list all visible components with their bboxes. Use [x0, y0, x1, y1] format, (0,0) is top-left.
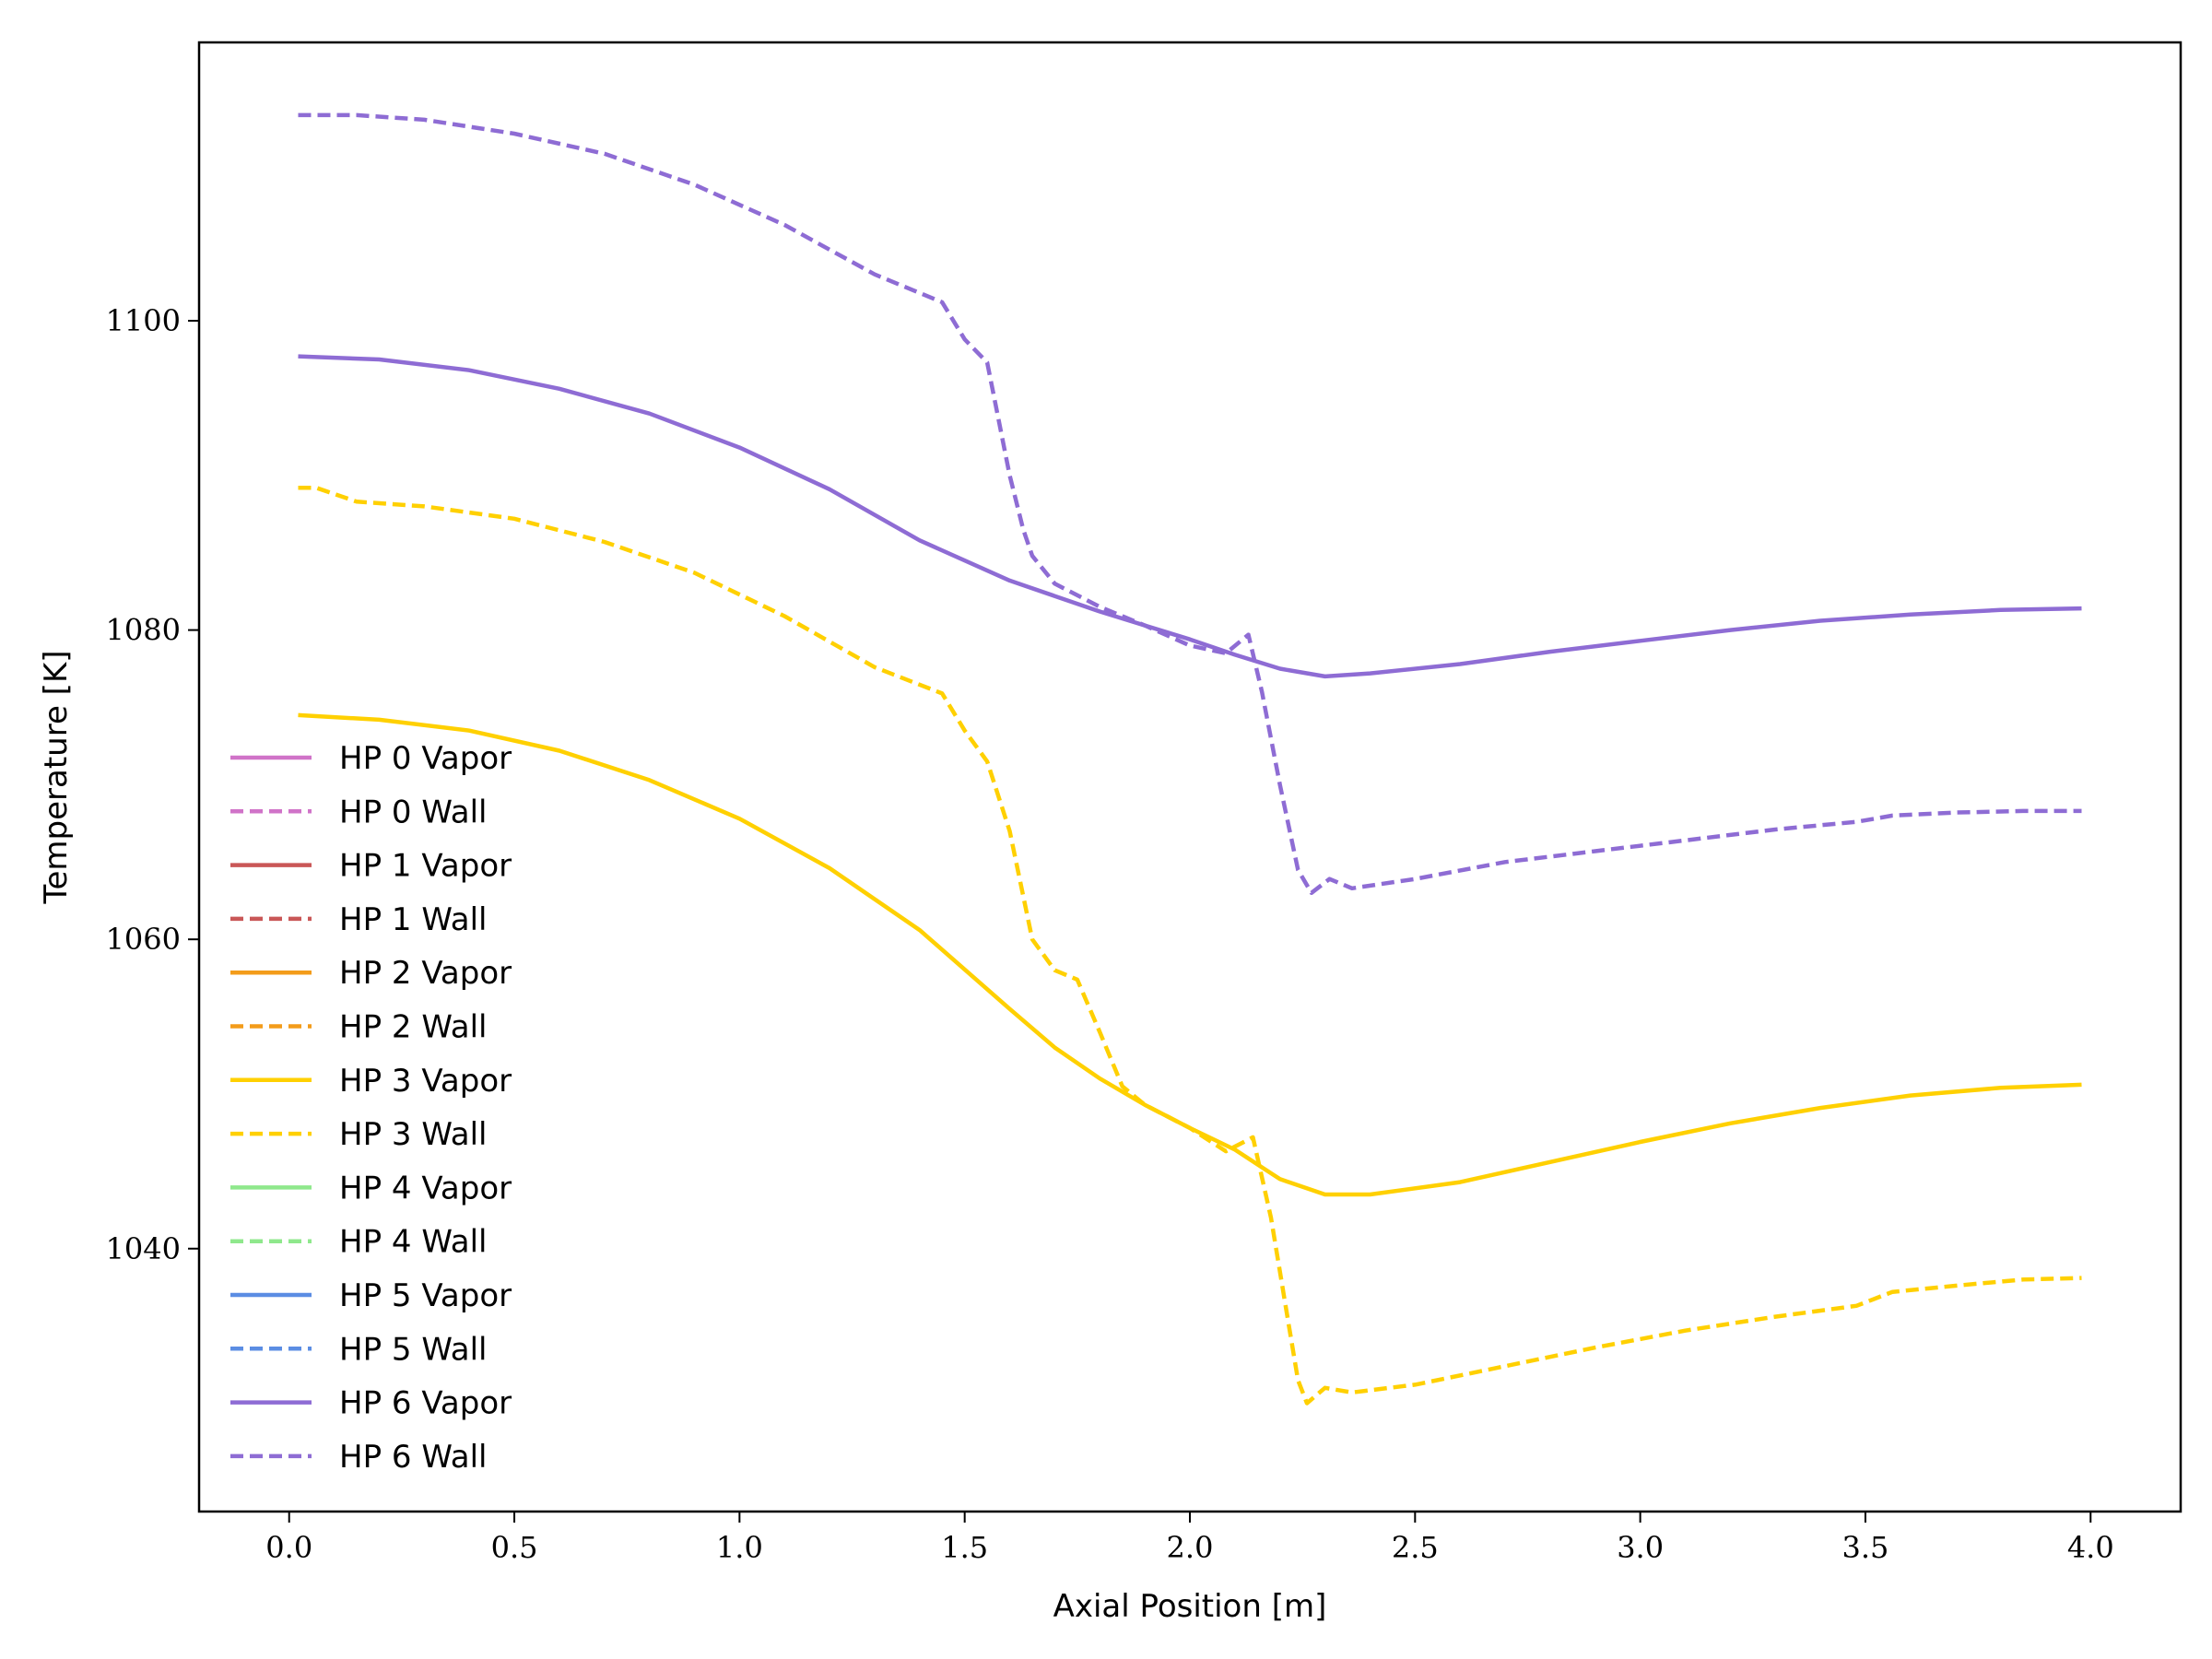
- legend-label: HP 6 Vapor: [339, 1385, 512, 1422]
- legend-item: HP 4 Wall: [230, 1224, 488, 1261]
- y-tick-label: 1100: [106, 303, 181, 338]
- x-tick-label: 3.5: [1842, 1530, 1889, 1565]
- x-tick-label: 4.0: [2067, 1530, 2114, 1565]
- legend-item: HP 2 Wall: [230, 1009, 488, 1046]
- legend-label: HP 0 Wall: [339, 794, 488, 830]
- legend-item: HP 1 Vapor: [230, 848, 512, 885]
- series-line-13: [298, 112, 2082, 896]
- series-line-7: [298, 485, 2082, 1406]
- legend-label: HP 1 Wall: [339, 901, 488, 938]
- legend-label: HP 5 Wall: [339, 1331, 488, 1368]
- legend-item: HP 6 Wall: [230, 1439, 488, 1476]
- legend-label: HP 5 Vapor: [339, 1277, 512, 1314]
- y-axis-label: Temperature [K]: [38, 650, 75, 904]
- legend-item: HP 4 Vapor: [230, 1170, 512, 1206]
- legend-label: HP 0 Vapor: [339, 740, 512, 777]
- x-tick-label: 2.0: [1167, 1530, 1214, 1565]
- legend-item: HP 0 Wall: [230, 794, 488, 830]
- x-tick-label: 0.5: [491, 1530, 538, 1565]
- legend-label: HP 1 Vapor: [339, 848, 512, 885]
- y-axis: 1040 1060 1080 1100: [106, 303, 199, 1266]
- x-tick-label: 3.0: [1617, 1530, 1664, 1565]
- legend-item: HP 5 Vapor: [230, 1277, 512, 1314]
- legend-label: HP 4 Vapor: [339, 1170, 512, 1206]
- legend-item: HP 5 Wall: [230, 1331, 488, 1368]
- x-tick-label: 1.5: [941, 1530, 988, 1565]
- legend-label: HP 2 Vapor: [339, 955, 512, 992]
- legend-label: HP 2 Wall: [339, 1009, 488, 1046]
- legend-label: HP 3 Wall: [339, 1116, 488, 1153]
- legend-item: HP 0 Vapor: [230, 740, 512, 777]
- legend-item: HP 3 Vapor: [230, 1063, 512, 1100]
- series-line-12: [298, 354, 2082, 679]
- legend-item: HP 2 Vapor: [230, 955, 512, 992]
- x-axis: 0.0 0.5 1.0 1.5 2.0 2.5 3.0 3.5 4.0: [265, 1512, 2114, 1565]
- x-axis-label: Axial Position [m]: [1053, 1588, 1327, 1625]
- y-tick-label: 1080: [106, 613, 181, 648]
- legend-label: HP 6 Wall: [339, 1439, 488, 1476]
- x-tick-label: 2.5: [1392, 1530, 1439, 1565]
- legend-label: HP 3 Vapor: [339, 1063, 512, 1100]
- x-tick-label: 0.0: [265, 1530, 312, 1565]
- x-tick-label: 1.0: [716, 1530, 763, 1565]
- legend-label: HP 4 Wall: [339, 1224, 488, 1261]
- legend: HP 0 Vapor HP 0 Wall HP 1 Vapor HP 1 Wall HP…: [230, 740, 512, 1476]
- y-tick-label: 1040: [106, 1231, 181, 1266]
- legend-item: HP 6 Vapor: [230, 1385, 512, 1422]
- legend-item: HP 3 Wall: [230, 1116, 488, 1153]
- series-layer: [298, 112, 2082, 1406]
- legend-item: HP 1 Wall: [230, 901, 488, 938]
- y-tick-label: 1060: [106, 922, 181, 957]
